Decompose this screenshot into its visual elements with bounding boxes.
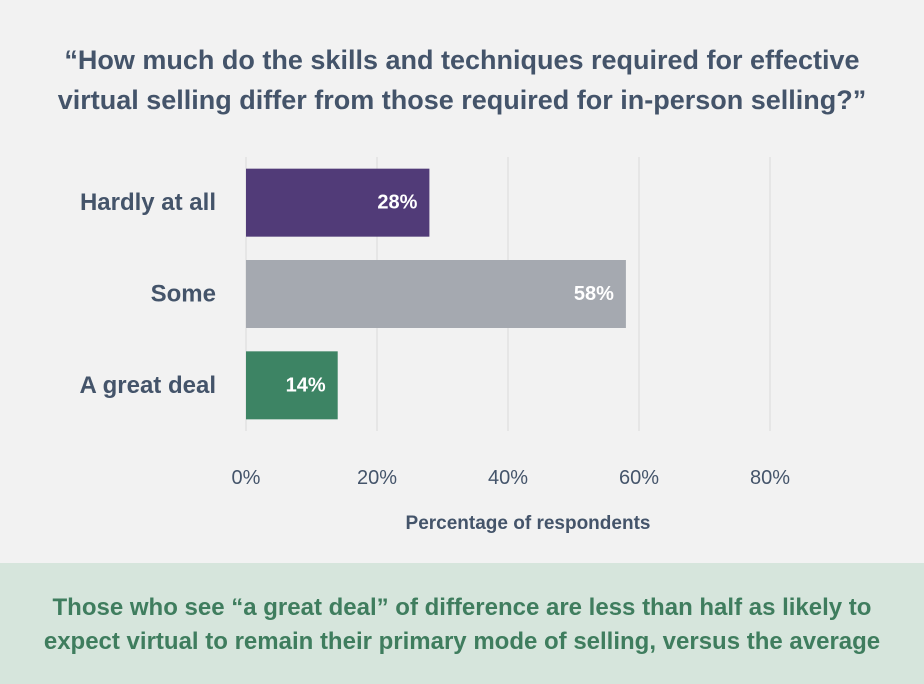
bar-2: [246, 351, 338, 420]
x-tick-label-2: 40%: [488, 467, 528, 489]
data-label-0: 28%: [377, 192, 417, 214]
footer-text: Those who see “a great deal” of differen…: [0, 591, 924, 659]
footer-line-2: expect virtual to remain their primary m…: [43, 628, 881, 655]
footer-banner: Those who see “a great deal” of differen…: [0, 563, 924, 684]
chart-title: “How much do the skills and techniques r…: [0, 40, 924, 120]
category-label-1: Some: [151, 281, 216, 308]
x-axis-title: Percentage of respondents: [406, 513, 651, 534]
bar-chart: Hardly at all 28% Some 58% A great deal 14% 0%…: [80, 157, 790, 534]
x-tick-label-1: 20%: [357, 467, 397, 489]
category-label-0: Hardly at all: [80, 189, 216, 216]
x-tick-label-0: 0%: [232, 467, 261, 489]
footer-line-1: Those who see “a great deal” of differen…: [52, 594, 872, 621]
x-tick-label-3: 60%: [619, 467, 659, 489]
chart-title-line-2: virtual selling differ from those requir…: [57, 85, 867, 115]
bar-0: [246, 168, 430, 237]
bar-1: [246, 260, 626, 328]
data-label-1: 58%: [574, 283, 614, 305]
x-tick-label-4: 80%: [750, 467, 790, 489]
category-label-2: A great deal: [80, 372, 217, 399]
chart-title-line-1: “How much do the skills and techniques r…: [64, 45, 860, 75]
data-label-2: 14%: [286, 374, 326, 396]
